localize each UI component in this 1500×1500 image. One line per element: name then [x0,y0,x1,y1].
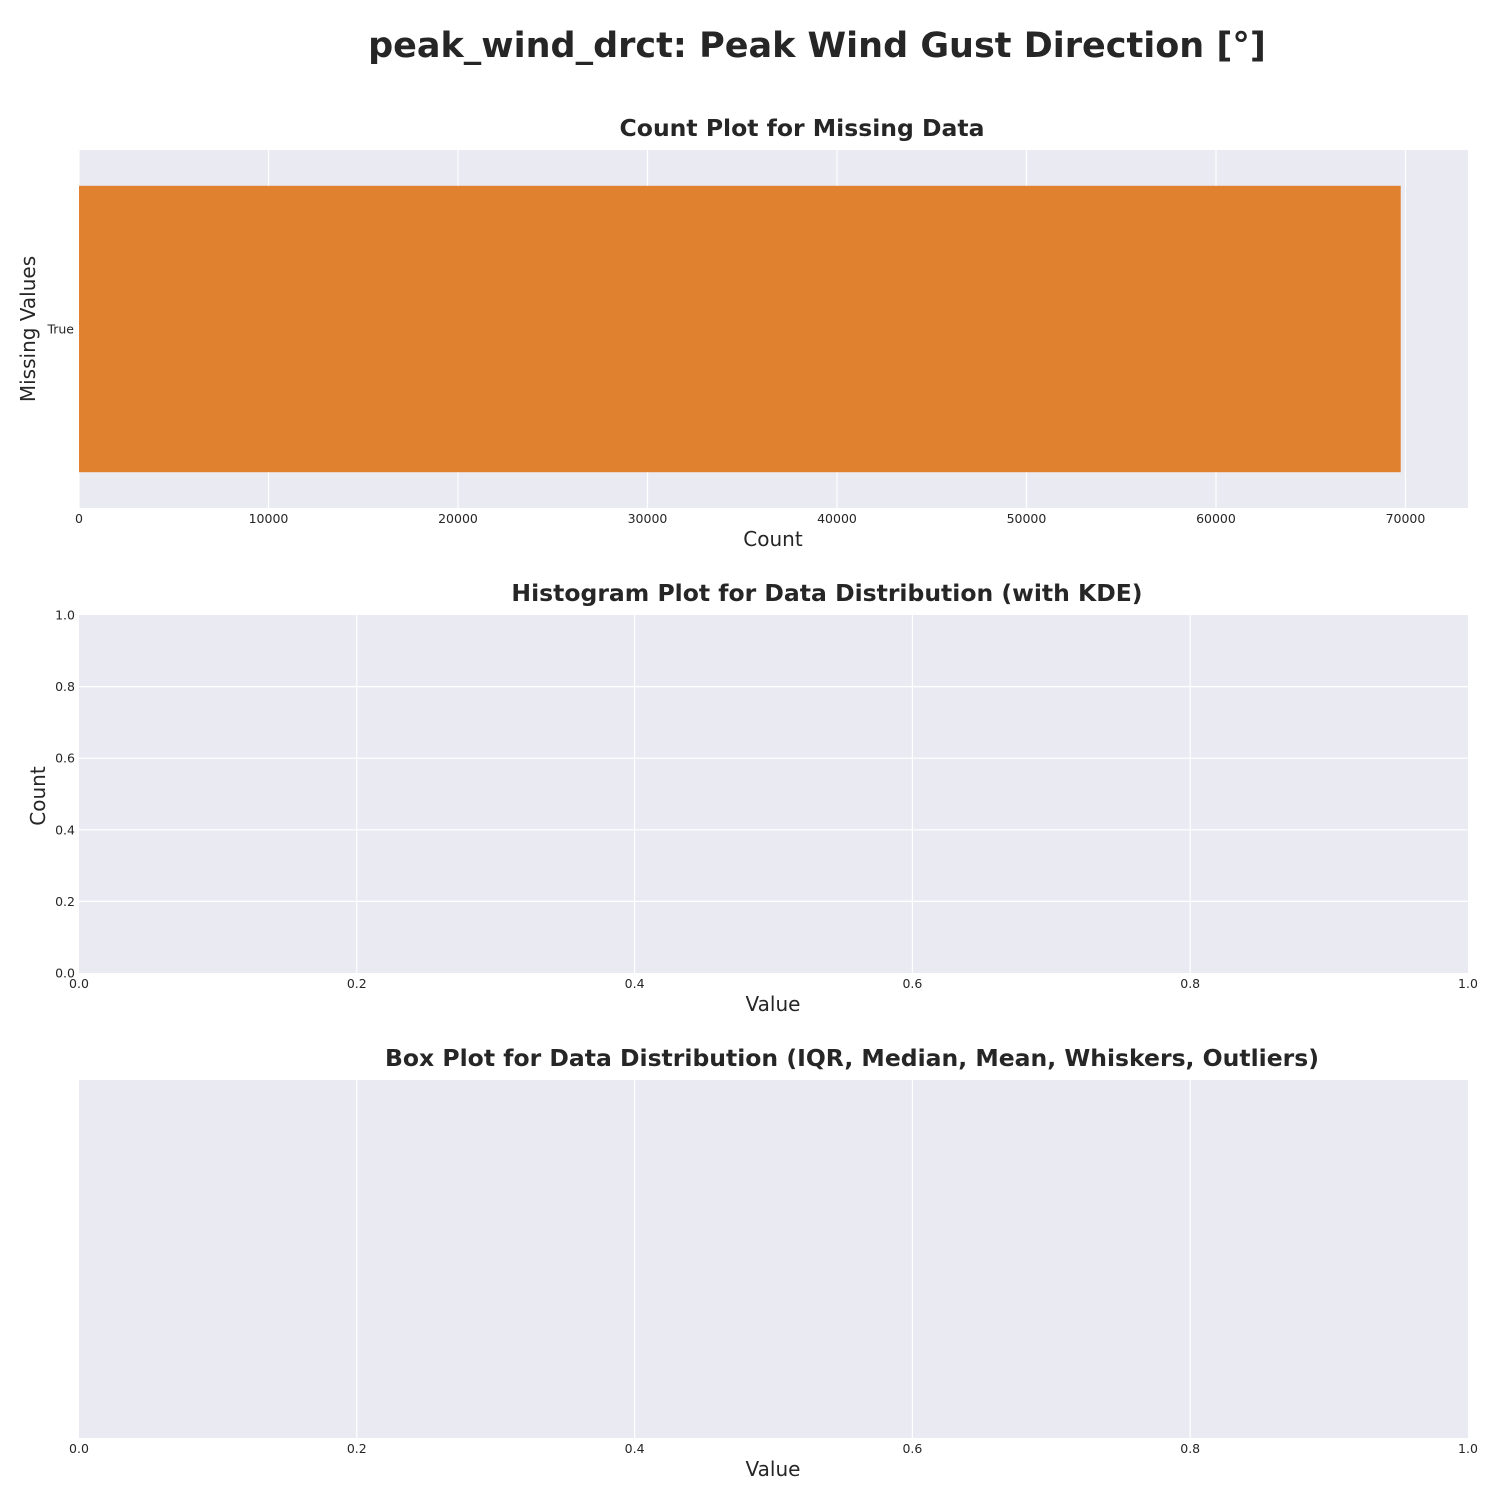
box-plot-axes [79,1080,1468,1438]
histogram-y-tick-label: 0.0 [55,966,75,981]
histogram-y-label: Count [26,766,50,826]
count-plot-x-tick-label: 60000 [1196,511,1236,526]
box-plot-x-tick-label: 1.0 [1458,1441,1478,1456]
count-plot-x-tick-label: 40000 [817,511,857,526]
histogram-x-tick-label: 0.0 [69,976,89,991]
histogram-x-tick-label: 1.0 [1458,976,1478,991]
box-plot-x-ticks: 0.0 0.2 0.4 0.6 0.8 1.0 [69,1441,1478,1456]
box-plot-panel: Box Plot for Data Distribution (IQR, Med… [69,1044,1478,1481]
histogram-y-ticks: 0.0 0.2 0.4 0.6 0.8 1.0 [55,608,75,981]
box-plot-x-tick-label: 0.8 [1180,1441,1200,1456]
count-plot-y-label: Missing Values [16,256,40,402]
histogram-axes [79,615,1468,973]
count-plot-x-tick-label: 70000 [1386,511,1426,526]
box-plot-x-label: Value [746,1457,801,1481]
histogram-x-tick-label: 0.8 [1180,976,1200,991]
histogram-x-tick-label: 0.2 [347,976,367,991]
count-plot-x-tick-label: 0 [75,511,83,526]
count-plot-y-ticks: True [46,322,74,337]
histogram-y-tick-label: 0.6 [55,751,75,766]
count-plot-title: Count Plot for Missing Data [620,114,985,142]
histogram-y-tick-label: 0.4 [55,822,75,837]
count-plot-x-ticks: 0 10000 20000 30000 40000 50000 60000 70000 [75,511,1425,526]
box-plot-x-tick-label: 0.4 [625,1441,645,1456]
count-bar [79,185,1401,473]
histogram-x-ticks: 0.0 0.2 0.4 0.6 0.8 1.0 [69,976,1478,991]
count-plot-x-tick-label: 20000 [438,511,478,526]
count-plot-x-tick-label: 10000 [249,511,289,526]
box-plot-title: Box Plot for Data Distribution (IQR, Med… [385,1044,1319,1072]
histogram-panel: Histogram Plot for Data Distribution (wi… [26,579,1478,1016]
histogram-x-tick-label: 0.4 [625,976,645,991]
count-plot-bars [79,185,1401,473]
box-plot-grid [356,1080,1191,1438]
count-plot-y-tick-label: True [46,322,74,337]
box-plot-x-tick-label: 0.0 [69,1441,89,1456]
histogram-y-tick-label: 1.0 [55,608,75,623]
count-plot-x-label: Count [743,527,803,551]
histogram-title: Histogram Plot for Data Distribution (wi… [511,579,1142,607]
histogram-x-label: Value [746,992,801,1016]
histogram-grid [79,615,1468,973]
box-plot-x-tick-label: 0.6 [902,1441,922,1456]
figure-suptitle: peak_wind_drct: Peak Wind Gust Direction… [368,26,1266,66]
box-plot-x-tick-label: 0.2 [347,1441,367,1456]
count-plot-x-tick-label: 30000 [628,511,668,526]
count-plot-x-tick-label: 50000 [1007,511,1047,526]
histogram-x-tick-label: 0.6 [902,976,922,991]
histogram-y-tick-label: 0.8 [55,679,75,694]
histogram-y-tick-label: 0.2 [55,894,75,909]
count-plot-panel: Count Plot for Missing Data 0 10000 20000 3… [16,114,1468,551]
